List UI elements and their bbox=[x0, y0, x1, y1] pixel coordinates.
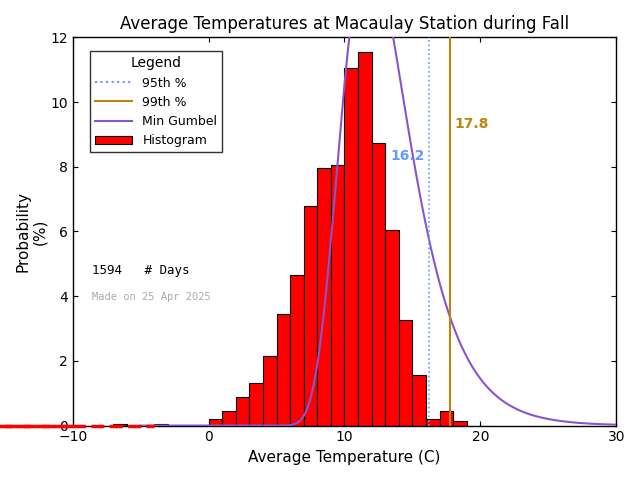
X-axis label: Average Temperature (C): Average Temperature (C) bbox=[248, 450, 441, 465]
Title: Average Temperatures at Macaulay Station during Fall: Average Temperatures at Macaulay Station… bbox=[120, 15, 569, 33]
Bar bbox=[317, 168, 331, 426]
Bar bbox=[412, 375, 426, 426]
Bar bbox=[440, 411, 453, 426]
Bar bbox=[358, 52, 372, 426]
Bar bbox=[331, 166, 344, 426]
Bar bbox=[399, 320, 412, 426]
Bar bbox=[426, 420, 440, 426]
Bar bbox=[113, 424, 127, 426]
Bar bbox=[222, 411, 236, 426]
Text: Made on 25 Apr 2025: Made on 25 Apr 2025 bbox=[92, 292, 211, 301]
Text: 17.8: 17.8 bbox=[454, 117, 489, 131]
Legend: 95th %, 99th %, Min Gumbel, Histogram: 95th %, 99th %, Min Gumbel, Histogram bbox=[90, 51, 222, 152]
Bar bbox=[250, 383, 263, 426]
Bar bbox=[385, 230, 399, 426]
Bar bbox=[372, 143, 385, 426]
Y-axis label: Probability
(%): Probability (%) bbox=[15, 191, 47, 272]
Bar bbox=[236, 397, 250, 426]
Text: 16.2: 16.2 bbox=[390, 149, 425, 163]
Bar bbox=[453, 421, 467, 426]
Bar bbox=[276, 313, 290, 426]
Bar bbox=[154, 424, 168, 426]
Text: 1594   # Days: 1594 # Days bbox=[92, 264, 189, 277]
Bar bbox=[263, 356, 276, 426]
Bar bbox=[304, 206, 317, 426]
Bar bbox=[344, 68, 358, 426]
Bar bbox=[209, 420, 222, 426]
Bar bbox=[290, 275, 304, 426]
